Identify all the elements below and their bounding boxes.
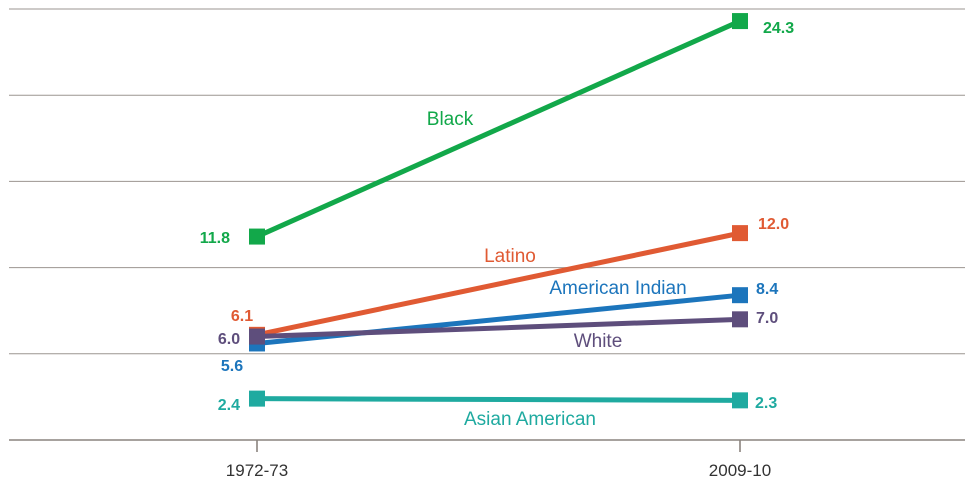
marker-latino-2009-10 (732, 225, 748, 242)
data-label-latino-start: 6.1 (231, 308, 253, 325)
data-label-white-start: 6.0 (218, 331, 240, 348)
marker-american-indian-2009-10 (732, 287, 748, 304)
data-label-asian-american-start: 2.4 (218, 397, 240, 414)
marker-asian-american-2009-10 (732, 392, 748, 409)
series-label-white: White (574, 331, 623, 352)
series-line-latino (256, 230, 741, 338)
data-label-american-indian-start: 5.6 (221, 358, 243, 375)
series-line-black (255, 18, 742, 239)
data-label-asian-american-end: 2.3 (755, 395, 777, 412)
data-label-latino-end: 12.0 (758, 216, 789, 233)
series-line-white (256, 316, 741, 340)
series-label-black: Black (427, 109, 474, 130)
data-label-black-end: 24.3 (763, 20, 794, 37)
series-lines (249, 13, 748, 409)
data-label-american-indian-end: 8.4 (756, 281, 778, 298)
marker-white-2009-10 (732, 311, 748, 328)
data-label-black-start: 11.8 (200, 230, 230, 247)
gridlines (9, 8, 965, 355)
x-axis: 1972-73 2009-10 (9, 439, 965, 480)
series-label-latino: Latino (484, 246, 536, 267)
series-label-asian-american: Asian American (464, 409, 596, 430)
marker-black-1972-73 (249, 228, 265, 245)
data-label-white-end: 7.0 (756, 310, 778, 327)
marker-asian-american-1972-73 (249, 390, 265, 407)
marker-white-1972-73 (249, 328, 265, 345)
labels: Black 11.8 24.3 Latino 6.1 12.0 American India… (200, 20, 795, 430)
series-line-asian-american (256, 396, 741, 403)
series-label-american-indian: American Indian (549, 278, 686, 299)
x-tick-label-2009-10: 2009-10 (709, 461, 771, 480)
marker-black-2009-10 (732, 13, 748, 30)
x-tick-label-1972-73: 1972-73 (226, 461, 288, 480)
